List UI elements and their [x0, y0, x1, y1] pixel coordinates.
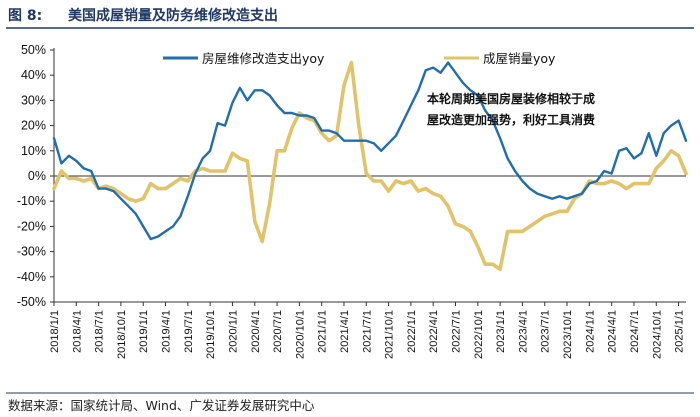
x-tick-label: 2021/1/1 — [317, 310, 329, 353]
y-tick-label: -30% — [17, 245, 46, 259]
x-tick-label: 2020/10/1 — [294, 310, 306, 359]
y-tick-label: -40% — [17, 270, 46, 284]
x-tick-label: 2024/7/1 — [629, 310, 641, 353]
x-tick-label: 2022/7/1 — [451, 310, 463, 353]
x-tick-label: 2021/10/1 — [384, 310, 396, 359]
x-tick-label: 2020/4/1 — [250, 310, 262, 353]
annotation-line-2: 屋改造更加强势，利好工具消费 — [427, 112, 595, 127]
x-tick-label: 2022/4/1 — [428, 310, 440, 353]
chart-title: 美国成屋销量及防务维修改造支出 — [68, 7, 278, 24]
x-tick-label: 2019/4/1 — [161, 310, 173, 353]
x-tick-label: 2018/7/1 — [94, 310, 106, 353]
y-tick-label: 50% — [21, 43, 46, 57]
y-tick-label: -20% — [17, 219, 46, 233]
x-tick-label: 2019/7/1 — [183, 310, 195, 353]
x-tick-label: 2023/4/1 — [517, 310, 529, 353]
y-tick-label: 20% — [21, 119, 46, 133]
series-layer — [52, 60, 688, 271]
annotation-line-1: 本轮周期美国房屋装修相较于成 — [427, 91, 595, 106]
y-tick-label: 0% — [28, 169, 46, 183]
y-tick-label: 10% — [21, 144, 46, 158]
x-tick-label: 2022/10/1 — [473, 310, 485, 359]
x-tick-label: 2022/1/1 — [406, 310, 418, 353]
x-tick-label: 2021/7/1 — [361, 310, 373, 353]
figure-label: 图 8: — [8, 8, 42, 24]
x-tick-label: 2024/10/1 — [651, 310, 663, 359]
x-tick-label: 2020/7/1 — [272, 310, 284, 353]
x-tick-label: 2018/1/1 — [49, 310, 61, 353]
x-tick-label: 2023/7/1 — [540, 310, 552, 353]
x-tick-label: 2018/10/1 — [116, 310, 128, 359]
x-tick-label: 2025/1/1 — [674, 310, 686, 353]
y-tick-label: 30% — [21, 93, 46, 107]
x-tick-label: 2024/4/1 — [607, 310, 619, 353]
legend-label-sales: 成屋销量yoy — [483, 51, 556, 66]
x-tick-label: 2021/4/1 — [339, 310, 351, 353]
x-tick-label: 2019/1/1 — [138, 310, 150, 353]
x-tick-label: 2020/1/1 — [227, 310, 239, 353]
x-tick-label: 2024/1/1 — [584, 310, 596, 353]
x-tick-label: 2019/10/1 — [205, 310, 217, 359]
source-note: 数据来源：国家统计局、Wind、广发证券发展研究中心 — [8, 398, 315, 413]
series-line-repair-spending — [52, 61, 688, 241]
legend-label-repair: 房屋维修改造支出yoy — [202, 51, 325, 66]
axes-layer: 50%40%30%20%10%0%-10%-20%-30%-40%-50%201… — [17, 43, 686, 359]
y-tick-label: -50% — [17, 295, 46, 309]
x-tick-label: 2023/1/1 — [495, 310, 507, 353]
x-tick-label: 2018/4/1 — [71, 310, 83, 353]
y-tick-label: 40% — [21, 68, 46, 82]
x-tick-label: 2023/10/1 — [562, 310, 574, 359]
y-tick-label: -10% — [17, 194, 46, 208]
legend: 房屋维修改造支出yoy 成屋销量yoy — [163, 51, 556, 66]
